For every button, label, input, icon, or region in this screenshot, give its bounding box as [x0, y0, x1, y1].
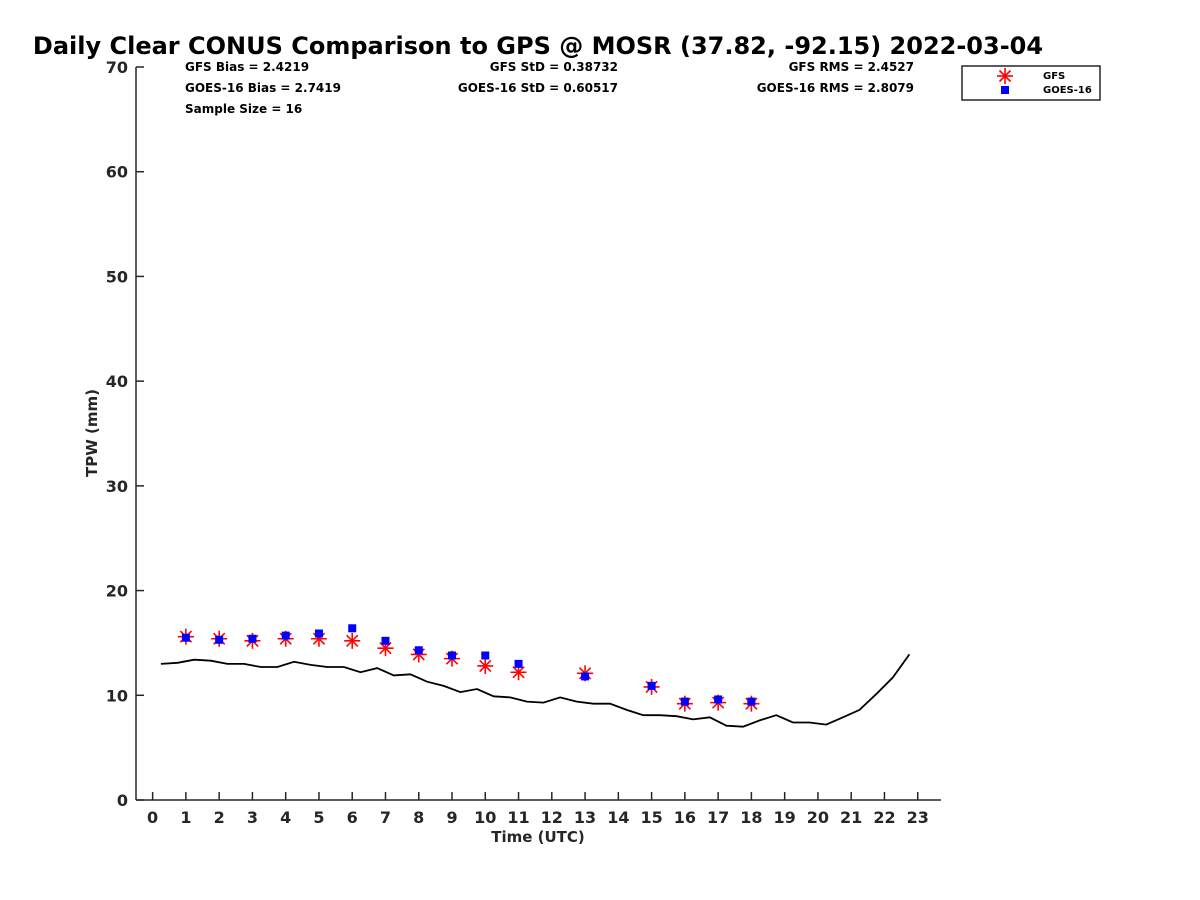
goes16-bias-text: GOES-16 Bias = 2.7419 [185, 81, 341, 95]
goes16-point [314, 629, 323, 638]
y-tick-label: 70 [106, 58, 128, 77]
goes16-point [714, 695, 723, 704]
x-tick-label: 17 [707, 808, 729, 827]
goes16-point [680, 697, 689, 706]
legend: GFS GOES-16 [961, 65, 1101, 101]
gps-line [160, 653, 911, 728]
goes16-point [514, 659, 523, 668]
y-tick-label: 60 [106, 163, 128, 182]
sample-size-text: Sample Size = 16 [185, 102, 302, 116]
x-tick-label: 11 [507, 808, 529, 827]
x-tick-label: 5 [313, 808, 324, 827]
x-axis-label: Time (UTC) [491, 828, 585, 846]
y-tick-label: 30 [106, 477, 128, 496]
legend-goes16-marker-icon [1001, 86, 1009, 94]
x-tick-label: 15 [640, 808, 662, 827]
goes16-point [248, 634, 257, 643]
x-tick-label: 9 [446, 808, 457, 827]
goes16-point [647, 681, 656, 690]
y-tick-label: 50 [106, 267, 128, 286]
y-tick-label: 0 [117, 791, 128, 810]
y-axis-label: TPW (mm) [83, 389, 101, 477]
x-tick-label: 10 [474, 808, 496, 827]
gfs-std-text: GFS StD = 0.38732 [490, 60, 618, 74]
goes16-point [181, 633, 190, 642]
x-tick-label: 1 [180, 808, 191, 827]
gfs-point [477, 657, 494, 674]
y-axis-ticks: 0 10 20 30 40 50 60 70 [106, 58, 144, 810]
goes16-point [414, 646, 423, 655]
gps-series [160, 653, 911, 728]
goes16-point [215, 635, 224, 644]
statistics-block: GFS Bias = 2.4219 GOES-16 Bias = 2.7419 … [185, 60, 914, 116]
x-tick-label: 0 [147, 808, 158, 827]
x-tick-label: 16 [674, 808, 696, 827]
y-tick-label: 20 [106, 582, 128, 601]
goes16-point [448, 651, 457, 660]
goes16-series [181, 624, 756, 706]
goes16-point [747, 697, 756, 706]
legend-goes16-label: GOES-16 [1043, 85, 1092, 96]
x-tick-label: 2 [214, 808, 225, 827]
goes16-point [381, 636, 390, 645]
x-tick-label: 20 [807, 808, 829, 827]
x-tick-label: 12 [541, 808, 563, 827]
goes16-point [348, 624, 357, 633]
x-tick-label: 19 [774, 808, 796, 827]
legend-gfs-marker-icon [997, 68, 1013, 84]
goes16-std-text: GOES-16 StD = 0.60517 [458, 81, 618, 95]
x-tick-label: 13 [574, 808, 596, 827]
x-tick-label: 3 [247, 808, 258, 827]
x-tick-label: 8 [413, 808, 424, 827]
x-tick-label: 14 [607, 808, 629, 827]
chart-title: Daily Clear CONUS Comparison to GPS @ MO… [33, 32, 1043, 60]
y-tick-label: 10 [106, 686, 128, 705]
gfs-rms-text: GFS RMS = 2.4527 [789, 60, 914, 74]
goes16-point [281, 631, 290, 640]
x-tick-label: 22 [873, 808, 895, 827]
x-tick-label: 7 [380, 808, 391, 827]
x-tick-label: 6 [347, 808, 358, 827]
gfs-series [177, 628, 760, 712]
x-tick-label: 21 [840, 808, 862, 827]
x-axis-ticks: 0 1 2 3 4 5 6 7 8 9 10 11 12 13 14 15 16 17 18 19 20 21 22 23 [147, 792, 929, 827]
legend-box [961, 65, 1101, 101]
gfs-bias-text: GFS Bias = 2.4219 [185, 60, 309, 74]
legend-gfs-label: GFS [1043, 71, 1065, 82]
x-tick-label: 4 [280, 808, 291, 827]
goes16-point [581, 672, 590, 681]
gfs-point [344, 632, 361, 649]
x-tick-label: 23 [907, 808, 929, 827]
y-tick-label: 40 [106, 372, 128, 391]
goes16-rms-text: GOES-16 RMS = 2.8079 [757, 81, 914, 95]
goes16-point [481, 651, 490, 660]
x-tick-label: 18 [740, 808, 762, 827]
